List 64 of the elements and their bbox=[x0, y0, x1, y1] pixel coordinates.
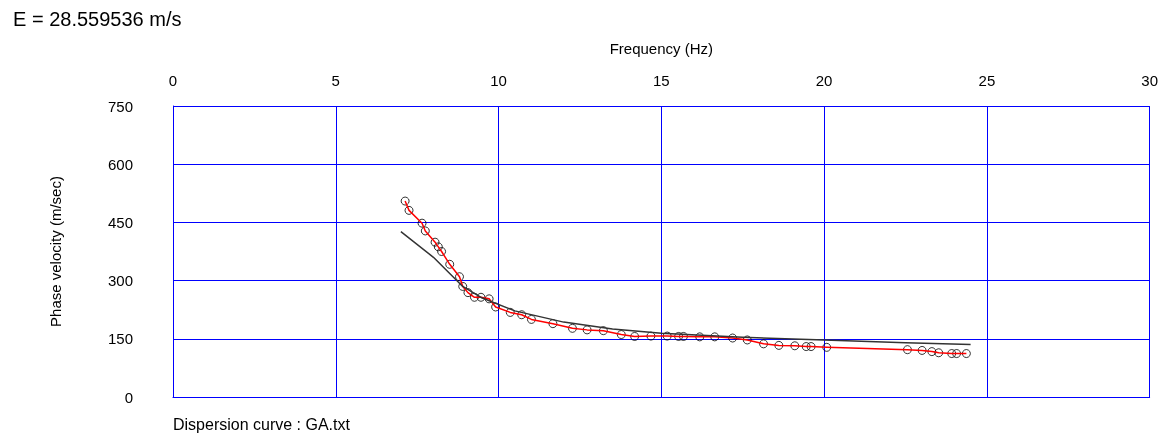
line-series bbox=[400, 230, 972, 346]
point bbox=[430, 237, 440, 247]
x-tick-label: 0 bbox=[168, 72, 178, 89]
x-tick-label: 30 bbox=[1141, 72, 1158, 89]
point bbox=[445, 259, 455, 269]
point bbox=[404, 205, 414, 215]
point bbox=[400, 196, 410, 206]
point bbox=[484, 294, 494, 304]
point bbox=[759, 339, 769, 349]
text: Dispersion curve : GA.txt bbox=[173, 415, 351, 433]
chart-title: E = 28.559536 m/s bbox=[13, 8, 182, 30]
point bbox=[934, 348, 944, 358]
point bbox=[927, 347, 937, 357]
point bbox=[526, 314, 536, 324]
point bbox=[582, 325, 592, 335]
point bbox=[806, 342, 816, 352]
point bbox=[469, 292, 479, 302]
x-tick-label: 20 bbox=[815, 72, 833, 89]
point bbox=[463, 288, 473, 298]
point bbox=[567, 323, 577, 333]
point bbox=[437, 247, 447, 256]
point bbox=[674, 331, 684, 341]
point bbox=[420, 226, 430, 236]
point bbox=[433, 242, 443, 252]
x-tick-label: 5 bbox=[331, 72, 340, 89]
point bbox=[801, 342, 811, 352]
point bbox=[417, 218, 427, 228]
point bbox=[616, 330, 626, 340]
point bbox=[678, 331, 688, 341]
x-tick-label: 25 bbox=[978, 72, 996, 89]
point bbox=[476, 292, 486, 302]
x-tick-label: 15 bbox=[652, 72, 670, 89]
point bbox=[952, 349, 962, 359]
point bbox=[961, 349, 971, 359]
point bbox=[728, 333, 738, 343]
point bbox=[695, 332, 705, 342]
y-tick-label: 300 bbox=[107, 272, 133, 290]
y-tick-label: 0 bbox=[124, 388, 133, 406]
point bbox=[491, 302, 501, 312]
point bbox=[917, 345, 927, 355]
y-tick-label: 450 bbox=[107, 213, 133, 231]
point bbox=[548, 319, 558, 329]
point bbox=[662, 331, 672, 341]
point bbox=[742, 335, 752, 345]
point bbox=[947, 349, 957, 359]
point bbox=[598, 326, 608, 336]
point bbox=[902, 345, 912, 355]
line-series bbox=[404, 200, 968, 355]
point bbox=[454, 272, 464, 282]
point bbox=[458, 281, 468, 291]
point bbox=[822, 342, 832, 352]
point bbox=[710, 332, 720, 342]
point bbox=[646, 331, 656, 341]
x-tick-label: 10 bbox=[490, 72, 507, 89]
point bbox=[517, 310, 527, 320]
y-tick-label: 150 bbox=[107, 330, 133, 348]
x-axis-title: Frequency (Hz) bbox=[609, 40, 714, 57]
y-axis-title: Phase velocity (m/sec) bbox=[47, 176, 64, 327]
point bbox=[505, 307, 515, 317]
point bbox=[630, 331, 640, 341]
y-tick-label: 750 bbox=[107, 97, 133, 115]
y-tick-label: 600 bbox=[107, 155, 133, 173]
point bbox=[790, 341, 800, 351]
point bbox=[774, 340, 784, 350]
